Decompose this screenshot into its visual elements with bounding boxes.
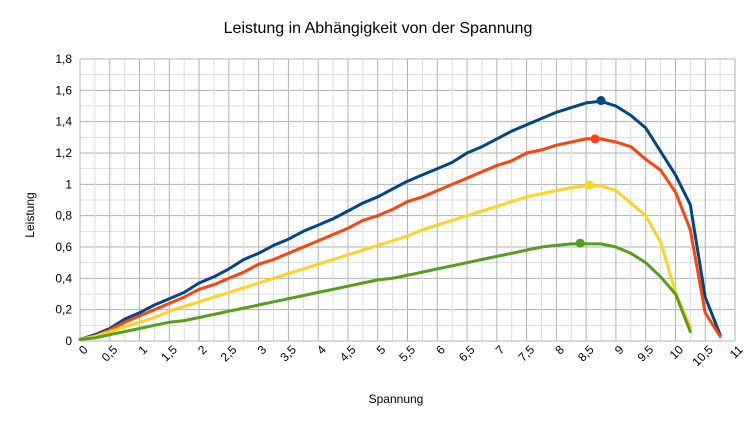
y-tick-label: 0 bbox=[65, 334, 72, 348]
x-tick-label: 9 bbox=[612, 342, 627, 357]
x-tick-label: 9,5 bbox=[635, 342, 657, 364]
peak-marker-1 bbox=[596, 96, 606, 106]
y-tick-label: 1 bbox=[65, 177, 72, 191]
x-tick-label: 0,5 bbox=[99, 342, 121, 364]
peak-marker-2 bbox=[590, 134, 600, 144]
peak-marker-3 bbox=[584, 180, 594, 190]
x-tick-label: 7,5 bbox=[515, 342, 537, 364]
y-tick-label: 0,4 bbox=[55, 271, 72, 285]
x-tick-label: 2,5 bbox=[218, 342, 240, 364]
series-line-1 bbox=[78, 99, 722, 341]
y-tick-label: 0,6 bbox=[55, 240, 72, 254]
x-tick-label: 4 bbox=[314, 342, 329, 357]
x-tick-label: 4,5 bbox=[337, 342, 359, 364]
x-tick-label: 1,5 bbox=[158, 342, 180, 364]
x-tick-label: 1 bbox=[136, 342, 151, 357]
x-tick-label: 6 bbox=[433, 342, 448, 357]
x-tick-label: 3 bbox=[255, 342, 270, 357]
x-axis-label: Spannung bbox=[369, 392, 424, 406]
x-tick-label: 7 bbox=[493, 342, 508, 357]
y-tick-label: 1,8 bbox=[55, 52, 72, 66]
x-tick-label: 6,5 bbox=[456, 342, 478, 364]
peak-markers bbox=[575, 96, 606, 248]
x-tick-label: 8,5 bbox=[575, 342, 597, 364]
x-tick-label: 8 bbox=[552, 342, 567, 357]
tick-labels: 0 0,2 0,4 0,6 0,8 1 1,2 1,4 1,6 1,8 0 0,5 1 1,5 2 2,5 3 3… bbox=[55, 52, 746, 369]
x-tick-label: 11 bbox=[727, 342, 746, 361]
x-tick-label: 10,5 bbox=[689, 342, 716, 369]
y-tick-label: 0,8 bbox=[55, 209, 72, 223]
axes bbox=[79, 59, 735, 342]
peak-marker-4 bbox=[575, 238, 585, 248]
y-tick-label: 1,2 bbox=[55, 146, 72, 160]
series-line-4 bbox=[78, 242, 692, 341]
x-tick-label: 3,5 bbox=[277, 342, 299, 364]
y-tick-label: 1,6 bbox=[55, 83, 72, 97]
x-tick-label: 2 bbox=[195, 342, 210, 357]
grid bbox=[79, 58, 736, 342]
y-tick-label: 0,2 bbox=[55, 303, 72, 317]
x-tick-label: 0 bbox=[76, 342, 91, 357]
x-tick-label: 5 bbox=[374, 342, 389, 357]
y-axis-label: Leistung bbox=[23, 192, 37, 237]
chart-title: Leistung in Abhängigkeit von der Spannun… bbox=[224, 20, 533, 37]
x-tick-label: 5,5 bbox=[396, 342, 418, 364]
x-tick-label: 10 bbox=[667, 342, 687, 362]
series-line-2 bbox=[78, 137, 722, 341]
y-tick-label: 1,4 bbox=[55, 115, 72, 129]
